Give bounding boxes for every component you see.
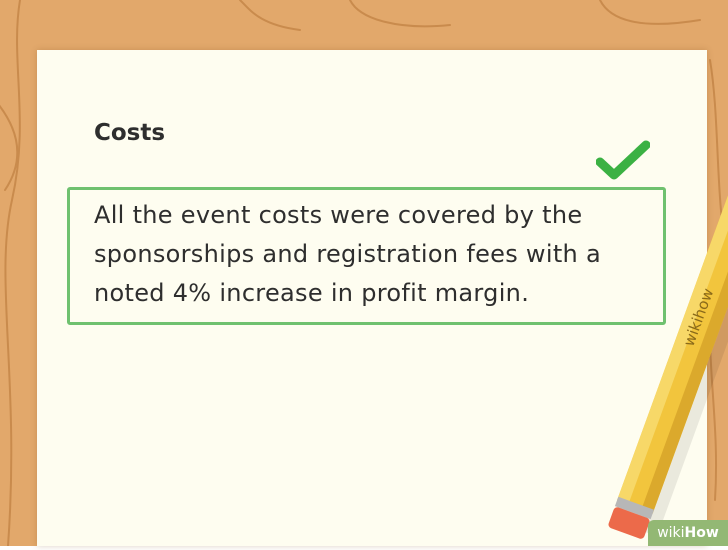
check-icon (596, 140, 650, 180)
badge-wiki: wiki (657, 525, 685, 541)
wikihow-badge: wikiHow (648, 520, 728, 546)
highlighted-text-box (67, 187, 666, 325)
card-heading: Costs (94, 120, 166, 146)
badge-how: How (684, 525, 719, 541)
card-body-text: All the event costs were covered by the … (94, 201, 601, 307)
